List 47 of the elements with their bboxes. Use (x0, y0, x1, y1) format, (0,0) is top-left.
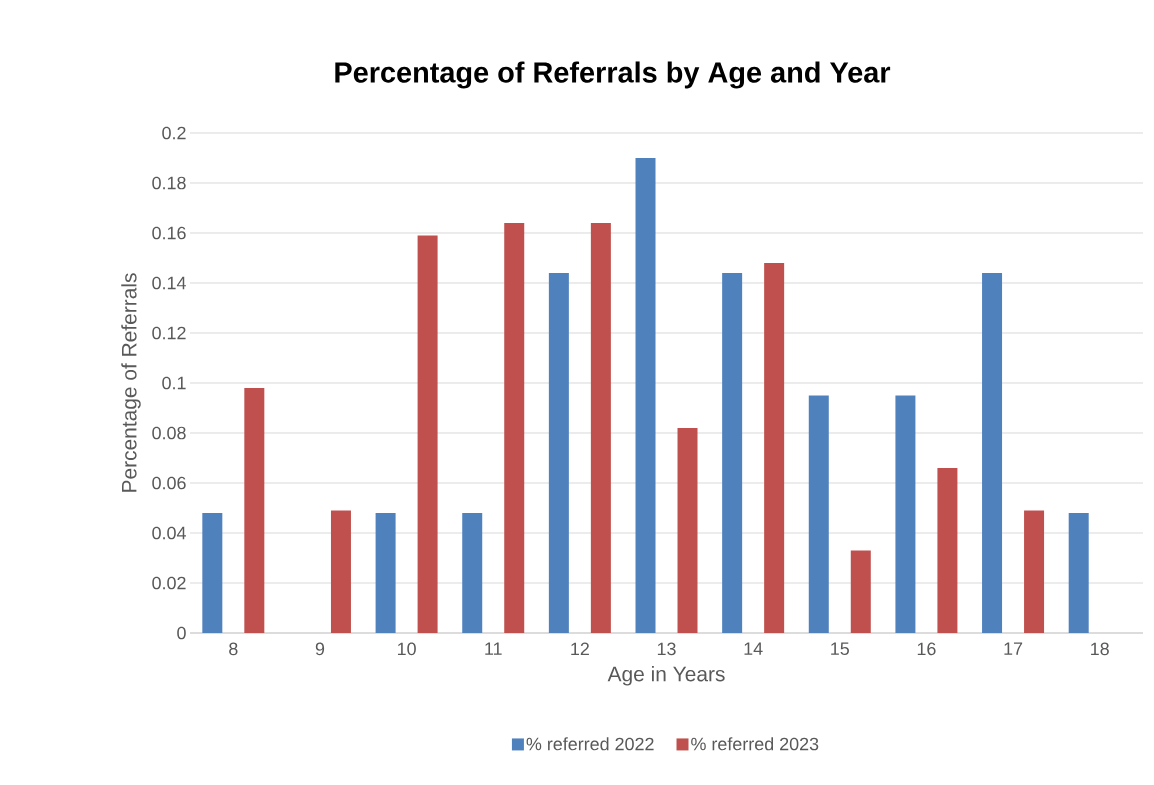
bar (548, 273, 569, 633)
bar (677, 428, 698, 633)
x-tick-label: 15 (831, 642, 849, 656)
x-tick-label: 11 (485, 642, 502, 655)
y-tick-label: 0.2 (162, 126, 186, 140)
y-tick-label: 0 (177, 626, 186, 640)
bar (982, 273, 1003, 633)
bar (635, 158, 656, 633)
legend-label: % referred 2023 (691, 737, 819, 751)
bar (895, 395, 916, 633)
x-axis-title: Age in Years (607, 666, 725, 686)
bar (504, 223, 525, 633)
x-tick-label: 18 (1091, 642, 1109, 656)
y-tick-label: 0.12 (152, 326, 186, 340)
bar (462, 513, 483, 633)
legend-label: % referred 2022 (526, 737, 654, 751)
y-tick-label: 0.16 (152, 226, 186, 240)
bar (375, 513, 396, 633)
bar (850, 550, 871, 633)
x-tick-label: 14 (744, 642, 763, 655)
chart-title: Percentage of Referrals by Age and Year (335, 61, 891, 89)
y-tick-label: 0.06 (152, 476, 186, 490)
y-tick-label: 0.02 (152, 576, 186, 590)
bar (244, 388, 265, 633)
x-tick-label: 9 (315, 642, 325, 656)
bar (202, 513, 223, 633)
y-axis-title: Percentage of Referrals (121, 273, 141, 492)
x-tick-label: 12 (571, 642, 589, 656)
y-tick-label: 0.1 (162, 376, 186, 390)
bar (808, 395, 829, 633)
bar (330, 510, 351, 633)
x-tick-label: 17 (1004, 642, 1023, 655)
bar (722, 273, 743, 633)
bar (937, 468, 958, 633)
x-tick-label: 8 (229, 642, 238, 656)
x-tick-label: 16 (917, 642, 936, 656)
bar (1068, 513, 1089, 633)
y-tick-label: 0.08 (152, 426, 186, 440)
y-tick-label: 0.04 (152, 526, 186, 540)
y-tick-label: 0.14 (152, 276, 186, 290)
bar (1024, 510, 1045, 633)
bar (417, 235, 438, 633)
y-tick-label: 0.18 (152, 176, 186, 190)
bar (590, 223, 611, 633)
bar (764, 263, 785, 633)
x-tick-label: 10 (397, 642, 416, 656)
x-tick-label: 13 (657, 642, 676, 656)
